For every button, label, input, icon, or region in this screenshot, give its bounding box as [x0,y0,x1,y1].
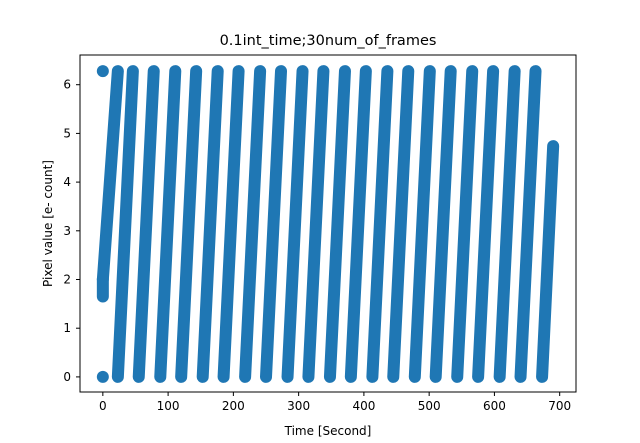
y-tick-label: 2 [63,273,71,287]
data-point-ramp [451,65,479,383]
x-tick-label: 200 [222,399,245,413]
y-axis: 0 1 2 3 4 5 6 [63,78,80,384]
data-point-ramp [323,65,351,383]
data-point-ramp [514,65,542,383]
data-point-ramp [536,140,560,383]
y-tick-label: 4 [63,175,71,189]
y-tick-label: 6 [63,78,71,92]
data-point-cluster [96,65,109,78]
data-point-cluster [96,370,109,383]
y-tick-label: 0 [63,370,71,384]
y-tick-label: 5 [63,126,71,140]
data-point-ramp [366,65,394,383]
data-point-ramp [96,65,124,286]
data-point-ramp [132,65,160,383]
x-tick-label: 600 [483,399,506,413]
data-point-ramp [281,65,309,383]
y-axis-label: Pixel value [e- count] [41,160,55,287]
data-point-ramp [175,65,203,383]
data-point-ramp [196,65,224,383]
data-point-ramp [493,65,521,383]
x-tick-label: 100 [157,399,180,413]
data-point-ramp [260,65,288,383]
data-point-ramp [344,65,372,383]
x-tick-label: 300 [287,399,310,413]
data-point-ramp [472,65,500,383]
x-tick-label: 700 [548,399,571,413]
data-point-ramp [111,65,139,383]
data-point-ramp [408,65,436,383]
x-tick-label: 0 [99,399,107,413]
data-point-ramp [302,65,330,383]
data-point-ramp [217,65,245,383]
y-tick-label: 3 [63,224,71,238]
plot-frame [79,54,577,393]
data-point-ramp [387,65,415,383]
data-points [96,65,560,383]
data-point-ramp [429,65,457,383]
x-axis: 0 100 200 300 400 500 600 700 [99,392,571,413]
x-axis-label: Time [Second] [284,424,372,438]
y-tick-label: 1 [63,321,71,335]
x-tick-label: 400 [352,399,375,413]
data-point-ramp [154,65,182,383]
x-tick-label: 500 [418,399,441,413]
data-point-ramp [239,65,267,383]
chart-title: 0.1int_time;30num_of_frames [220,33,437,49]
